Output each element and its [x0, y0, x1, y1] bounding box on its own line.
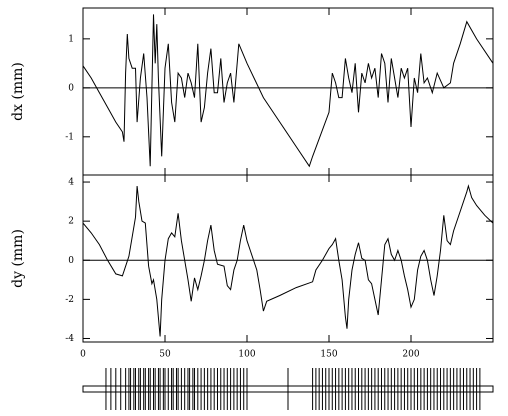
plot-frame	[82, 174, 494, 343]
y-tick-label: -2	[65, 295, 74, 305]
y-tick-label: 4	[68, 178, 74, 188]
y-tick-label: 1	[68, 34, 74, 44]
x-tick-label: 200	[402, 350, 419, 360]
x-tick-label: 50	[159, 350, 171, 360]
x-tick-label: 100	[238, 350, 255, 360]
data-line	[82, 184, 494, 337]
data-line	[82, 14, 494, 168]
x-tick-label: 0	[80, 350, 86, 360]
x-tick-label: 150	[320, 350, 337, 360]
y-axis-label: dy (mm)	[10, 229, 26, 288]
y-tick-label: 2	[68, 217, 74, 227]
y-tick-label: -4	[65, 334, 74, 344]
y-tick-label: 0	[68, 256, 74, 266]
y-axis-label: dx (mm)	[10, 62, 26, 121]
y-tick-label: 0	[68, 83, 74, 93]
y-tick-label: -1	[65, 132, 74, 142]
